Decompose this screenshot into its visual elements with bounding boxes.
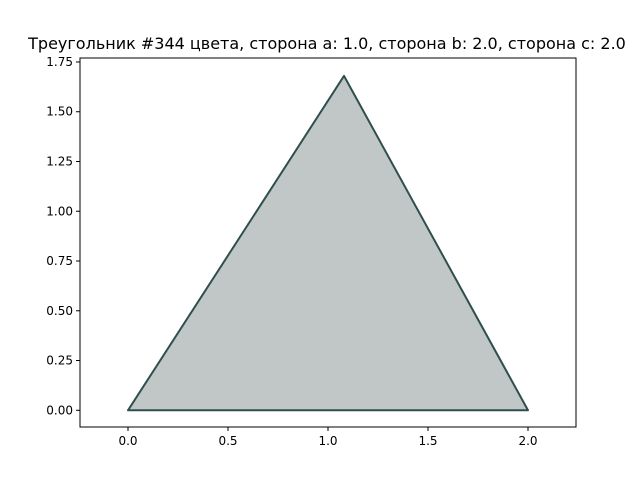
chart-title: Треугольник #344 цвета, сторона a: 1.0, … [27,34,626,53]
triangle-shape [127,74,529,412]
y-tick-label: 1.50 [46,105,73,119]
x-tick-label: 1.5 [418,434,437,448]
x-tick-label: 0.5 [218,434,237,448]
y-tick-label: 0.25 [46,354,73,368]
x-tick-label: 1.0 [318,434,337,448]
y-tick-label: 0.75 [46,254,73,268]
x-tick-label: 2.0 [518,434,537,448]
y-axis: 0.00 0.25 0.50 0.75 1.00 1.25 1.50 1.75 [46,55,80,417]
y-tick-label: 1.75 [46,55,73,69]
plot-area [127,74,529,412]
y-tick-label: 0.50 [46,304,73,318]
x-axis: 0.0 0.5 1.0 1.5 2.0 [118,427,538,448]
y-tick-label: 1.25 [46,154,73,168]
x-tick-label: 0.0 [118,434,137,448]
y-tick-label: 1.00 [46,204,73,218]
y-tick-label: 0.00 [46,403,73,417]
